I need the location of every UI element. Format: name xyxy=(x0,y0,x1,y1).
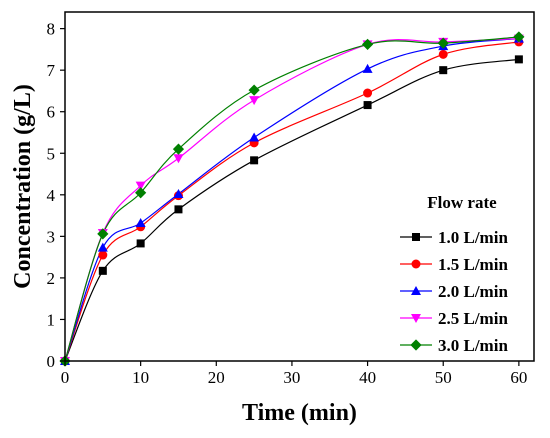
x-tick-label: 30 xyxy=(283,368,300,387)
data-point-series-1 xyxy=(98,266,107,275)
y-tick-label: 4 xyxy=(47,186,56,205)
legend: Flow rate 1.0 L/min 1.5 L/min 2.0 L/min 2.5… xyxy=(400,193,508,355)
data-point-series-5 xyxy=(437,37,449,49)
x-tick-label: 50 xyxy=(435,368,452,387)
y-tick-label: 6 xyxy=(47,103,56,122)
legend-label-series-4: 2.5 L/min xyxy=(438,309,508,328)
data-point-series-3 xyxy=(362,63,373,73)
legend-marker-series-4 xyxy=(411,314,421,323)
data-point-series-5 xyxy=(135,187,147,199)
data-point-series-1 xyxy=(250,156,259,165)
data-point-series-2 xyxy=(98,250,108,260)
data-point-series-5 xyxy=(513,31,525,43)
x-tick-label: 40 xyxy=(359,368,376,387)
x-tick-label: 60 xyxy=(510,368,527,387)
legend-label-series-3: 2.0 L/min xyxy=(438,282,508,301)
y-tick-label: 8 xyxy=(47,20,56,39)
y-tick-label: 3 xyxy=(47,227,56,246)
y-tick-label: 7 xyxy=(47,61,56,80)
data-point-series-4 xyxy=(135,181,146,191)
data-point-series-3 xyxy=(249,132,260,142)
data-point-series-5 xyxy=(172,143,185,155)
data-point-series-5 xyxy=(97,228,109,240)
y-axis-title: Concentration (g/L) xyxy=(10,84,36,289)
y-tick-label: 2 xyxy=(47,269,56,288)
x-tick-label: 20 xyxy=(208,368,225,387)
legend-marker-series-1 xyxy=(412,233,420,241)
data-point-series-4 xyxy=(173,154,184,164)
plot-area-frame xyxy=(64,11,535,362)
data-point-series-1 xyxy=(514,55,523,64)
y-tick-label: 1 xyxy=(47,310,56,329)
data-point-series-2 xyxy=(363,88,373,98)
data-point-series-3 xyxy=(135,218,146,228)
data-point-series-3 xyxy=(97,242,108,252)
x-tick-label: 0 xyxy=(61,368,70,387)
data-point-series-5 xyxy=(248,84,260,96)
x-tick-label: 10 xyxy=(132,368,149,387)
legend-label-series-1: 1.0 L/min xyxy=(438,228,508,247)
legend-marker-series-2 xyxy=(411,259,421,269)
legend-marker-series-5 xyxy=(410,339,422,351)
data-point-series-1 xyxy=(136,239,145,248)
data-point-series-1 xyxy=(363,101,372,110)
axis-ticks: 0 10 20 30 40 50 60 0 1 2 3 4 5 6 7 8 xyxy=(47,20,528,387)
legend-title: Flow rate xyxy=(427,193,497,212)
data-point-series-2 xyxy=(438,49,448,59)
data-point-series-5 xyxy=(361,38,374,51)
y-tick-label: 5 xyxy=(47,144,56,163)
data-point-series-1 xyxy=(439,66,448,75)
data-point-series-4 xyxy=(249,96,260,106)
legend-label-series-5: 3.0 L/min xyxy=(438,336,508,355)
y-tick-label: 0 xyxy=(47,352,56,371)
legend-label-series-2: 1.5 L/min xyxy=(438,255,508,274)
data-point-series-1 xyxy=(174,205,183,214)
data-point-series-3 xyxy=(173,188,184,198)
legend-marker-series-3 xyxy=(411,286,421,295)
x-axis-title: Time (min) xyxy=(242,400,357,426)
